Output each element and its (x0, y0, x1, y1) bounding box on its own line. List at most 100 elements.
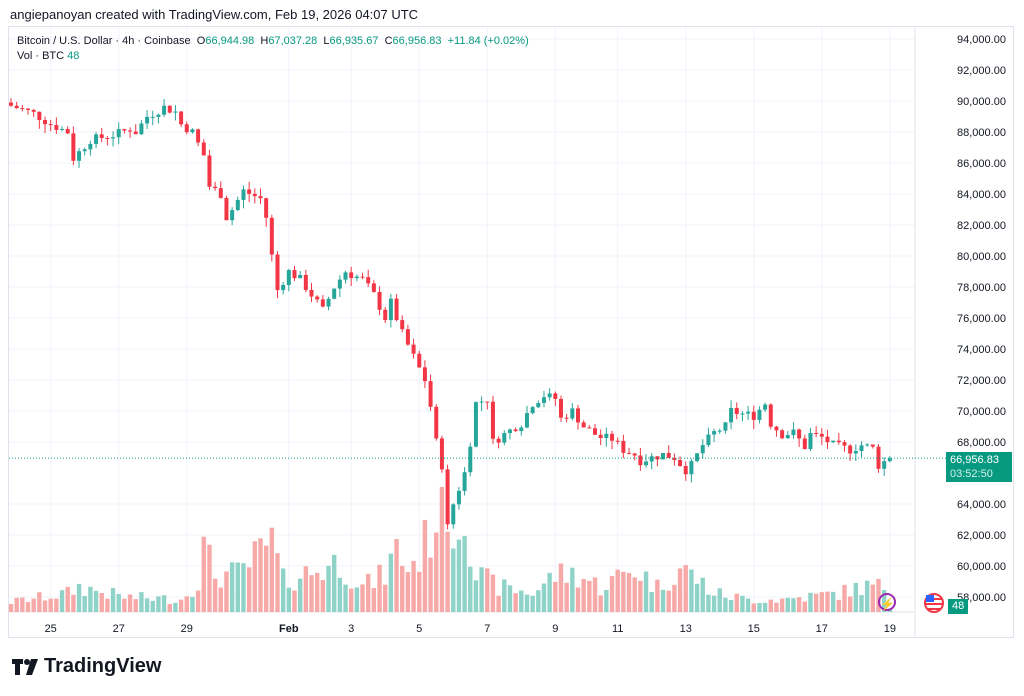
candle-body (366, 277, 371, 284)
candle-body (814, 432, 819, 434)
volume-bar (740, 595, 745, 612)
candle-body (672, 457, 677, 461)
candle-body (695, 453, 700, 462)
candle-body (332, 288, 337, 299)
volume-bar (8, 604, 14, 612)
volume-bar (59, 590, 65, 612)
candle-body (394, 298, 399, 321)
logo-text: TradingView (44, 655, 162, 677)
volume-bar (349, 588, 354, 612)
volume-bar (587, 580, 592, 612)
candle-body (54, 125, 59, 130)
volume-bar (428, 557, 433, 612)
tradingview-logo[interactable]: TradingView (12, 655, 161, 678)
candle-body (456, 490, 461, 505)
volume-bar (218, 587, 223, 612)
candle-body (604, 433, 609, 439)
volume-bar (122, 598, 127, 612)
candle-body (519, 427, 524, 432)
candle-body (661, 452, 666, 460)
candle-body (513, 429, 518, 432)
candle-body (411, 344, 416, 354)
volume-bar (876, 578, 881, 612)
volume-bar (853, 582, 859, 612)
candle-body (292, 270, 297, 279)
candle-body (247, 189, 252, 194)
volume-bar (93, 590, 99, 612)
volume-bar (604, 589, 609, 612)
candle-body (264, 198, 269, 218)
volume-bar (37, 592, 42, 612)
x-tick-label: 17 (816, 623, 828, 635)
volume-bar (734, 593, 739, 612)
volume-bar (813, 593, 819, 612)
y-tick-label: 82,000.00 (957, 220, 1006, 232)
candle-body (689, 461, 694, 475)
candle-body (417, 353, 422, 368)
chart-credit: angiepanoyan created with TradingView.co… (10, 7, 419, 22)
volume-bar (689, 569, 694, 612)
volume-bar (105, 598, 110, 612)
volume-bar (723, 597, 728, 612)
x-tick-label: 25 (45, 623, 57, 635)
us-flag-icon[interactable] (924, 593, 944, 613)
volume-bar (326, 565, 331, 612)
open-value: 66,944.98 (205, 35, 255, 47)
candle-body (343, 272, 348, 280)
volume-bar (269, 527, 275, 612)
volume-bar (581, 578, 586, 612)
candle-body (581, 422, 586, 428)
volume-bar (394, 539, 399, 612)
symbol-label[interactable]: Bitcoin / U.S. Dollar · 4h · Coinbase (17, 35, 191, 47)
volume-bar (156, 596, 161, 612)
candle-body (43, 120, 48, 125)
candle-body (326, 298, 331, 307)
candle-body (179, 111, 184, 125)
candle-body (281, 284, 286, 291)
ai-assistant-icon[interactable]: ⚡ (878, 593, 896, 611)
candle-body (88, 143, 93, 150)
candlestick-chart[interactable]: 94,000.00 92,000.00 90,000.00 88,000.00 86,0… (0, 0, 1024, 640)
y-tick-label: 78,000.00 (957, 282, 1006, 294)
volume-bar (456, 539, 462, 612)
y-tick-label: 60,000.00 (957, 561, 1006, 573)
candle-body (576, 408, 580, 423)
candle-body (757, 409, 762, 420)
volume-bar (791, 598, 796, 612)
candle-body (122, 129, 127, 131)
candle-body (258, 196, 263, 199)
y-tick-label: 86,000.00 (957, 158, 1006, 170)
volume-bar (643, 571, 649, 612)
volume-bar (116, 593, 121, 612)
volume-bar (468, 566, 473, 612)
volume-bar (626, 573, 632, 612)
volume-bar (485, 568, 490, 612)
candle-body (593, 428, 598, 435)
candle-body (201, 142, 206, 156)
candle-body (252, 193, 257, 197)
volume-bar (303, 566, 309, 612)
volume-bar (706, 594, 711, 612)
volume-bar (609, 575, 615, 612)
candle-body (558, 398, 563, 418)
candle-body (439, 438, 444, 470)
volume-bar (286, 587, 292, 612)
x-tick-label: 3 (348, 623, 354, 635)
volume-bar (859, 595, 864, 612)
candle-body (819, 433, 824, 437)
x-tick-label: Feb (279, 623, 299, 635)
candle-body (451, 504, 456, 525)
volume-bar (836, 599, 842, 612)
candle-body (383, 309, 388, 321)
candle-body (77, 151, 82, 161)
candle-body (712, 431, 717, 435)
volume-bar (660, 589, 666, 612)
volume-bar (502, 579, 507, 612)
candle-body (876, 446, 881, 469)
volume-bar (530, 595, 535, 612)
volume-bar (830, 591, 836, 612)
volume-bar (144, 598, 150, 612)
volume-bar (785, 597, 790, 612)
volume-bar (139, 592, 144, 612)
candle-body (128, 130, 133, 132)
